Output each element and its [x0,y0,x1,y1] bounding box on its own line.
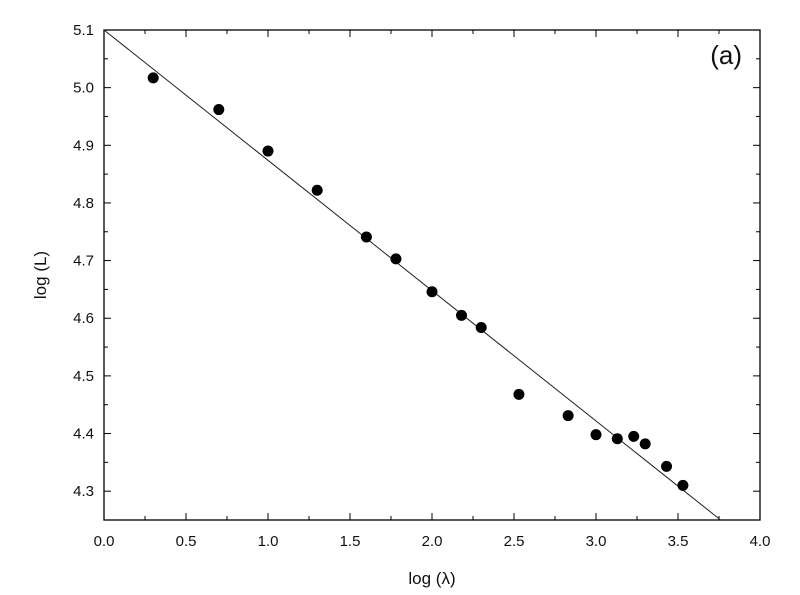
y-tick-label: 4.7 [73,253,94,270]
data-point [677,479,689,491]
y-tick-label: 5.1 [73,22,94,39]
x-tick-label: 0.0 [94,533,115,550]
x-tick-label: 1.5 [340,533,361,550]
data-point [311,184,323,196]
data-point [628,430,640,442]
fit-line [103,29,721,521]
data-point [147,72,159,84]
y-tick-label: 4.4 [73,426,94,443]
x-tick-label: 2.5 [504,533,525,550]
data-point [262,145,274,157]
data-point [611,433,623,445]
plot-area: 0.0 0.5 1.0 1.5 2.0 2.5 3.0 3.5 4.0 4.3 4.4 4.5 4.6 4… [31,22,770,588]
data-point [390,253,402,265]
data-point [213,104,225,116]
x-axis-label: log (λ) [408,569,455,588]
y-tick-label: 4.8 [73,195,94,212]
panel-label: (a) [710,40,742,70]
y-tick-label: 4.6 [73,310,94,327]
y-tick-label: 4.5 [73,368,94,385]
data-point [661,460,673,472]
x-tick-label: 0.5 [176,533,197,550]
data-point [562,410,574,422]
x-tick-label: 2.0 [422,533,443,550]
y-tick-label: 5.0 [73,80,94,97]
y-tick-label: 4.9 [73,137,94,154]
plot-frame [103,29,761,521]
data-point [639,438,651,450]
data-point [426,286,438,298]
y-axis-label: log (L) [31,251,50,299]
data-point [456,309,468,321]
x-tick-label: 3.5 [668,533,689,550]
data-point [475,321,487,333]
data-point [590,429,602,441]
x-tick-label: 4.0 [750,533,771,550]
x-tick-label: 3.0 [586,533,607,550]
data-point [360,231,372,243]
data-point [513,388,525,400]
x-tick-label: 1.0 [258,533,279,550]
y-tick-label: 4.3 [73,483,94,500]
